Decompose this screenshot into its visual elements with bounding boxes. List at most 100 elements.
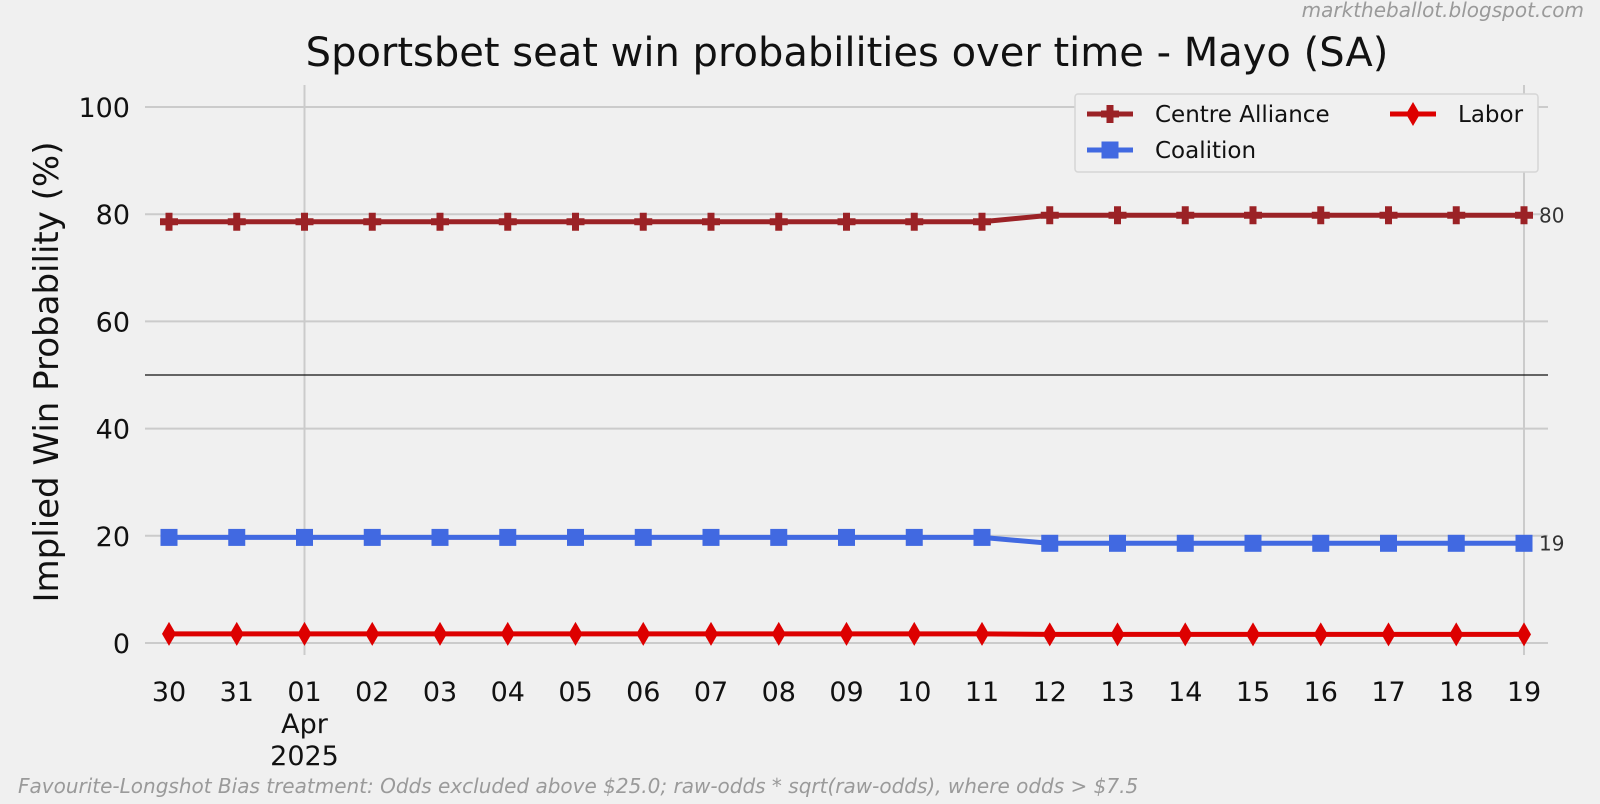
data-point-labor (636, 621, 651, 646)
series-centre-alliance: 80 (160, 203, 1564, 231)
x-tick-label: 01 (287, 677, 321, 708)
x-tick-labels: 30 31 01 02 03 04 05 06 07 08 09 10 11 12 13 14 15 16 17 18… (152, 677, 1541, 772)
data-point-centre-alliance (973, 212, 991, 231)
end-label-centre-alliance: 80 (1539, 203, 1564, 227)
data-point-coalition (1244, 534, 1262, 552)
y-tick-label: 80 (96, 200, 130, 231)
x-tick-label: 07 (694, 677, 728, 708)
x-tick-label: 03 (423, 677, 457, 708)
data-point-coalition (1176, 534, 1194, 552)
x-tick-label: 31 (220, 677, 254, 708)
data-point-labor (365, 621, 380, 646)
data-point-coalition (1380, 534, 1397, 552)
data-point-coalition (567, 528, 584, 546)
data-point-centre-alliance (1176, 206, 1195, 225)
data-point-centre-alliance (431, 212, 449, 231)
x-tick-label: 05 (558, 677, 592, 708)
legend-marker-coalition (1101, 141, 1119, 159)
data-point-centre-alliance (702, 212, 720, 231)
data-point-coalition (838, 528, 855, 546)
data-point-centre-alliance (295, 212, 314, 231)
data-point-labor (975, 621, 989, 646)
data-point-labor (1246, 622, 1260, 647)
data-point-labor (1042, 622, 1057, 647)
x-tick-label: 13 (1100, 677, 1134, 708)
data-point-labor (907, 621, 922, 646)
data-point-centre-alliance (160, 212, 178, 231)
x-tick-label: 17 (1371, 677, 1405, 708)
data-point-centre-alliance (498, 212, 517, 231)
chart-title: Sportsbet seat win probabilities over ti… (306, 30, 1389, 76)
data-point-centre-alliance (1311, 206, 1330, 225)
legend-item-centre-alliance: Centre Alliance (1087, 102, 1330, 128)
data-point-centre-alliance (1040, 206, 1059, 225)
x-tick-label: 09 (829, 677, 863, 708)
data-point-labor (433, 621, 447, 646)
x-tick-label: 11 (965, 677, 999, 708)
data-point-coalition (905, 528, 923, 546)
data-point-labor (500, 621, 515, 646)
x-tick-label: 16 (1304, 677, 1338, 708)
series-labor (162, 621, 1531, 647)
x-tick-label: 08 (762, 677, 796, 708)
data-point-coalition (1041, 534, 1059, 552)
x-tick-label: 15 (1236, 677, 1270, 708)
data-point-centre-alliance (769, 212, 788, 231)
data-point-labor (1517, 622, 1531, 647)
data-point-labor (1110, 622, 1125, 647)
data-point-coalition (1109, 534, 1126, 552)
y-tick-label: 0 (113, 629, 130, 660)
data-point-coalition (1312, 534, 1330, 552)
data-point-centre-alliance (905, 212, 924, 231)
end-label-coalition: 19 (1539, 531, 1564, 555)
data-point-centre-alliance (363, 212, 382, 231)
data-point-coalition (1515, 534, 1533, 552)
data-point-labor (1381, 622, 1396, 647)
data-point-coalition (499, 528, 517, 546)
data-point-labor (704, 621, 718, 646)
data-point-labor (839, 621, 854, 646)
data-point-centre-alliance (1447, 206, 1466, 225)
data-point-centre-alliance (566, 212, 585, 231)
legend-label: Labor (1458, 102, 1524, 128)
data-point-centre-alliance (227, 212, 246, 231)
data-point-labor (297, 621, 312, 646)
x-tick-label: 19 (1507, 677, 1541, 708)
x-tick-label: 12 (1033, 677, 1067, 708)
y-tick-label: 100 (78, 93, 130, 124)
y-tick-label: 60 (96, 307, 130, 338)
data-point-labor (568, 621, 583, 646)
data-point-coalition (702, 528, 720, 546)
data-point-labor (1178, 622, 1193, 647)
series-layer: 80 19 (160, 203, 1564, 647)
data-point-centre-alliance (1244, 206, 1262, 225)
data-point-labor (1313, 622, 1328, 647)
legend-label: Centre Alliance (1155, 102, 1330, 128)
data-point-coalition (160, 528, 178, 546)
x-tick-month: Apr (281, 709, 329, 740)
data-point-coalition (363, 528, 381, 546)
y-tick-label: 20 (96, 522, 130, 553)
data-point-centre-alliance (1515, 206, 1533, 225)
series-coalition: 19 (160, 528, 1564, 555)
x-tick-label: 14 (1168, 677, 1202, 708)
x-tick-year: 2025 (270, 741, 339, 772)
data-point-labor (229, 621, 244, 646)
data-point-coalition (228, 528, 246, 546)
data-point-coalition (634, 528, 652, 546)
legend-label: Coalition (1155, 138, 1256, 164)
x-tick-label: 04 (491, 677, 525, 708)
y-axis-label: Implied Win Probability (%) (27, 142, 67, 603)
x-tick-label: 06 (626, 677, 660, 708)
y-tick-label: 40 (96, 415, 130, 446)
legend: Centre Alliance Coalition Labor (1074, 93, 1539, 173)
data-point-centre-alliance (1108, 206, 1127, 225)
footnote: Favourite-Longshot Bias treatment: Odds … (18, 774, 1139, 798)
data-point-labor (771, 621, 786, 646)
data-point-centre-alliance (837, 212, 856, 231)
data-point-centre-alliance (1379, 206, 1398, 225)
legend-item-labor: Labor (1390, 102, 1524, 128)
data-point-coalition (770, 528, 788, 546)
